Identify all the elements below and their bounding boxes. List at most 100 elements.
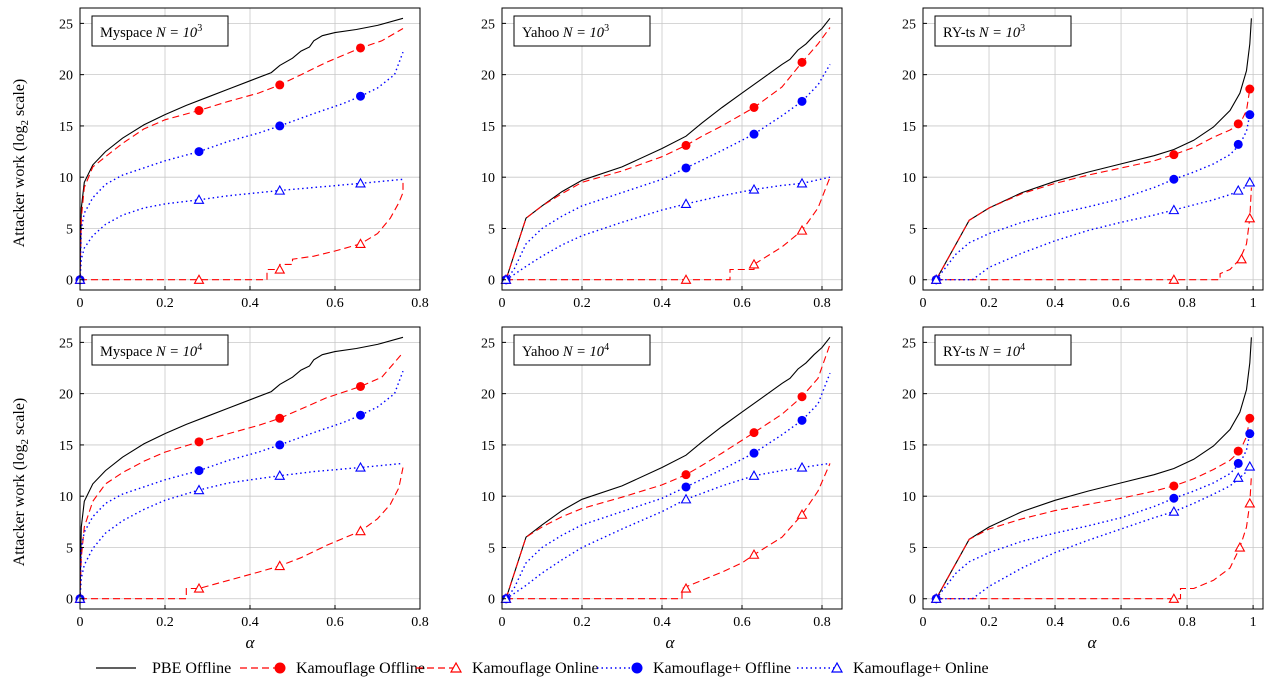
- legend-label: Kamouflage Offline: [296, 660, 425, 677]
- title-exponent: 4: [604, 342, 609, 353]
- chart-panel-4: 0 0.2 0.4 0.6 0.8 0 5 10 15 20 25 Myspace N = 104: [59, 326, 429, 630]
- marker-kamouflage-plus-online: [796, 461, 808, 472]
- x-tick-label: 0.8: [1178, 615, 1196, 630]
- marker-kamouflage-plus-online: [796, 177, 808, 188]
- y-tick-label: 10: [902, 171, 916, 186]
- marker-kamouflage-plus-offline: [797, 415, 807, 425]
- marker-kamouflage-plus-online: [930, 274, 942, 284]
- y-tick-label: 5: [909, 222, 916, 237]
- marker-kamouflage-plus-online: [1168, 204, 1180, 215]
- title-n: N = 10: [155, 25, 198, 41]
- legend-item: Kamouflage Offline: [240, 660, 425, 677]
- marker-kamouflage-plus-online: [1244, 460, 1256, 471]
- title-box: [934, 334, 1072, 366]
- title-dataset: RY-ts: [943, 344, 979, 360]
- x-tick-label: 0.4: [1046, 615, 1064, 630]
- marker-kamouflage-online: [1234, 541, 1246, 552]
- legend-item: Kamouflage+ Online: [797, 660, 989, 677]
- title-text: RY-ts N = 104: [943, 342, 1025, 360]
- marker-kamouflage-plus-offline: [681, 163, 691, 173]
- panel-title: Myspace N = 103: [91, 15, 229, 47]
- marker-kamouflage-online: [796, 224, 808, 235]
- marker-kamouflage-offline: [797, 57, 807, 67]
- series-line-kamouflage-online: [936, 187, 1252, 281]
- y-tick-label: 25: [481, 17, 495, 32]
- marker-kamouflage-online: [1168, 274, 1180, 284]
- marker-kamouflage-plus-online: [274, 184, 286, 195]
- x-tick-label: 0: [499, 296, 506, 311]
- x-tick-label: 0.8: [813, 615, 831, 630]
- marker-kamouflage-plus-online: [355, 177, 366, 188]
- series-line-kamouflage-offline: [935, 88, 1251, 280]
- series-line-pbe-offline: [80, 336, 404, 599]
- y-tick-label: 0: [66, 274, 73, 289]
- marker-kamouflage-plus-offline: [1245, 429, 1255, 439]
- marker-kamouflage-online: [1168, 593, 1180, 603]
- series-line-kamouflage-online: [506, 463, 831, 600]
- title-box: [513, 334, 651, 366]
- marker-kamouflage-online: [274, 263, 286, 274]
- marker-kamouflage-offline: [1233, 119, 1243, 129]
- marker-kamouflage-plus-offline: [356, 91, 365, 101]
- marker-kamouflage-offline: [1245, 84, 1255, 94]
- marker-kamouflage-online: [1244, 497, 1256, 508]
- title-n: N = 10: [562, 344, 605, 360]
- legend-label: PBE Offline: [152, 660, 231, 677]
- chart-panel-1: 0 0.2 0.4 0.6 0.8 0 5 10 15 20 25 Myspace N = 103: [59, 7, 429, 311]
- title-box: [91, 334, 229, 366]
- title-n: N = 10: [978, 344, 1021, 360]
- x-tick-label: 1: [1250, 615, 1257, 630]
- series-line-kamouflage-plus-online: [505, 176, 831, 281]
- marker-kamouflage-offline: [1169, 150, 1179, 160]
- marker-kamouflage-offline: [356, 43, 365, 53]
- marker-kamouflage-online: [355, 238, 366, 249]
- marker-kamouflage-offline: [356, 381, 365, 391]
- y-tick-label: 10: [481, 171, 495, 186]
- chart-panel-2: 0 0.2 0.4 0.6 0.8 0 5 10 15 20 25 Yahoo N = 103: [481, 7, 843, 311]
- legend-item: PBE Offline: [96, 660, 231, 677]
- marker-kamouflage-offline: [194, 437, 204, 447]
- y-tick-label: 15: [481, 439, 495, 454]
- title-text: Yahoo N = 104: [522, 342, 609, 360]
- y-axis-label-sub: 2: [19, 120, 31, 126]
- y-tick-label: 5: [488, 222, 495, 237]
- marker-kamouflage-offline: [681, 470, 691, 480]
- marker-kamouflage-offline: [749, 428, 759, 438]
- series-line-pbe-offline: [505, 336, 831, 599]
- marker-kamouflage-online: [796, 509, 808, 519]
- marker-kamouflage-offline: [194, 106, 204, 116]
- x-axis-label-col3: α: [1088, 633, 1098, 652]
- marker-kamouflage-plus-online: [193, 194, 205, 204]
- title-exponent: 4: [197, 342, 202, 353]
- x-tick-label: 0.4: [653, 296, 671, 311]
- marker-kamouflage-online: [274, 560, 286, 571]
- x-tick-label: 0.6: [326, 296, 344, 311]
- x-tick-label: 0.2: [980, 296, 998, 311]
- title-dataset: Yahoo: [522, 25, 563, 41]
- x-tick-label: 0.6: [733, 296, 751, 311]
- title-dataset: Yahoo: [522, 344, 563, 360]
- series-group: [80, 17, 404, 281]
- series-line-kamouflage-plus-offline: [505, 372, 831, 600]
- marker-kamouflage-plus-offline: [194, 466, 204, 476]
- chart-panel-5: 0 0.2 0.4 0.6 0.8 0 5 10 15 20 25 Yahoo N = 104: [481, 326, 843, 630]
- marker-kamouflage-plus-online: [680, 198, 692, 209]
- marker-kamouflage-plus-online: [748, 470, 760, 480]
- marker-kamouflage-plus-online: [680, 493, 692, 504]
- x-axis-label-col2: α: [666, 633, 676, 652]
- series-line-kamouflage-offline: [935, 418, 1251, 599]
- y-tick-label: 0: [909, 274, 916, 289]
- x-tick-label: 0.2: [980, 615, 998, 630]
- legend-marker: [274, 662, 286, 674]
- series-line-kamouflage-online: [80, 180, 404, 281]
- x-tick-label: 0.8: [411, 615, 429, 630]
- marker-kamouflage-plus-online: [193, 484, 205, 495]
- x-tick-label: 0: [77, 296, 84, 311]
- marker-kamouflage-plus-offline: [797, 96, 807, 106]
- y-tick-label: 25: [481, 336, 495, 351]
- marker-kamouflage-online: [193, 582, 205, 593]
- y-axis-label-sub: 2: [19, 439, 31, 445]
- x-tick-label: 0.2: [156, 615, 174, 630]
- plot-frame: [501, 326, 843, 610]
